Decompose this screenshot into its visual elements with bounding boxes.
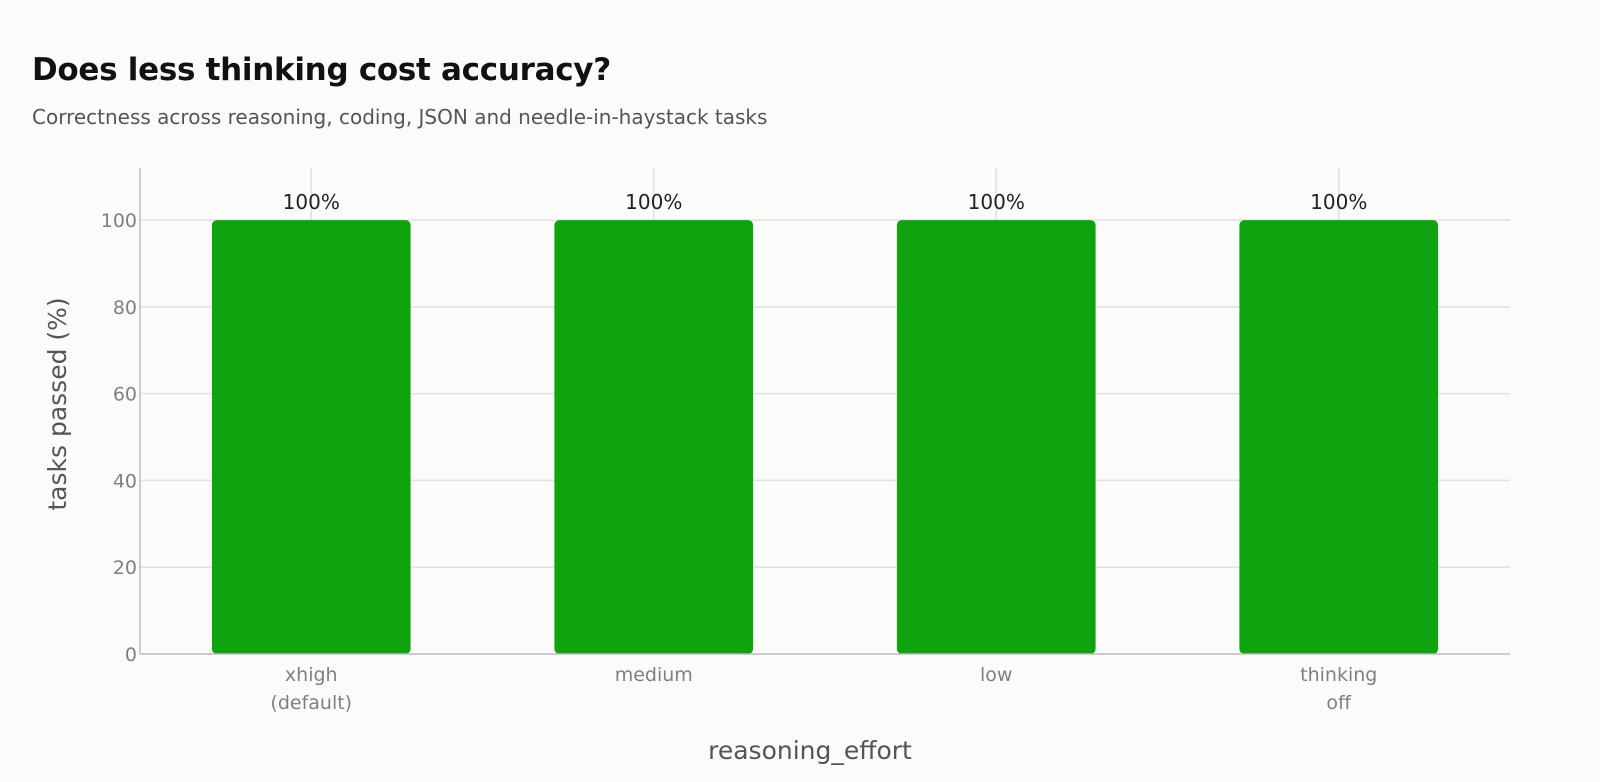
x-tick-labels: xhigh (default) medium low thinking off <box>270 664 1377 714</box>
x-tick-label: xhigh (default) <box>270 664 352 714</box>
bar <box>896 220 1096 655</box>
bar <box>1239 220 1439 655</box>
x-grid-ticks <box>310 168 1340 654</box>
value-label: 100% <box>968 190 1025 214</box>
bar <box>554 220 754 655</box>
chart-title: Does less thinking cost accuracy? <box>32 52 611 88</box>
chart-subtitle: Correctness across reasoning, coding, JS… <box>32 105 768 129</box>
axes <box>139 168 1510 655</box>
y-axis-title: tasks passed (%) <box>43 297 72 510</box>
x-tick-label: low <box>980 664 1012 686</box>
y-tick-label: 40 <box>113 470 137 492</box>
value-label: 100% <box>1310 190 1367 214</box>
bar <box>211 220 411 655</box>
y-tick-labels: 0 20 40 60 80 100 <box>101 210 137 666</box>
bars <box>211 220 1439 655</box>
y-tick-label: 0 <box>125 644 137 666</box>
x-tick-label: thinking off <box>1300 664 1377 714</box>
x-tick-label: medium <box>615 664 693 686</box>
y-tick-label: 60 <box>113 384 137 406</box>
value-label: 100% <box>283 190 340 214</box>
value-label: 100% <box>625 190 682 214</box>
y-tick-label: 20 <box>113 557 137 579</box>
value-labels: 100% 100% 100% 100% <box>283 190 1368 214</box>
y-tick-label: 80 <box>113 297 137 319</box>
x-axis-title: reasoning_effort <box>708 736 912 765</box>
y-tick-label: 100 <box>101 210 137 232</box>
